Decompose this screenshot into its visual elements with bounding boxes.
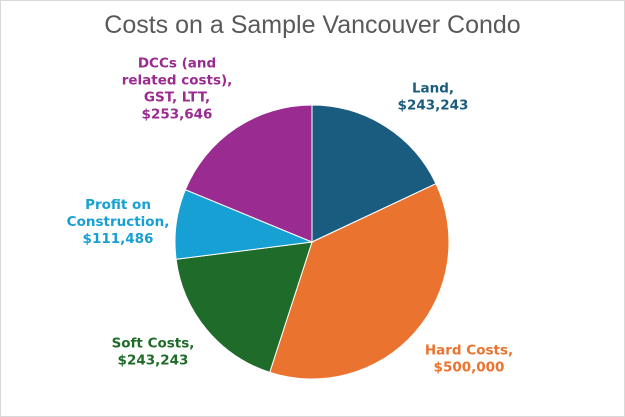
pie-slices — [174, 104, 450, 380]
slice-label: DCCs (and related costs), GST, LTT, $253,64… — [122, 56, 233, 123]
pie-slice-hard-costs — [269, 182, 450, 380]
pie-slice-dccs-and-related-costs-gst-ltt — [184, 104, 313, 243]
slice-labels: Land, $243,243 Hard Costs, $500,000 Soft Cos… — [67, 56, 513, 376]
pie-slice-soft-costs — [175, 241, 313, 373]
chart-title: Costs on a Sample Vancouver Condo — [104, 11, 521, 39]
slice-label: Profit on Construction, $111,486 — [67, 197, 170, 247]
pie-slice-land — [311, 104, 437, 243]
slice-label: Land, $243,243 — [398, 81, 469, 114]
slice-label: Hard Costs, $500,000 — [425, 343, 513, 376]
slice-label: Soft Costs, $243,243 — [112, 336, 195, 369]
